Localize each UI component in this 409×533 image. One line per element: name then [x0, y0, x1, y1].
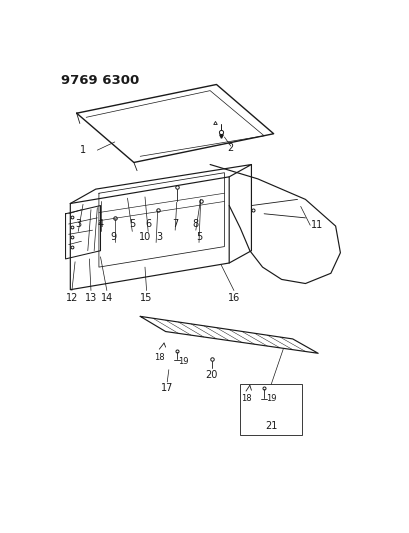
Text: 3: 3: [156, 232, 162, 241]
Text: 13: 13: [85, 293, 97, 303]
Text: 5: 5: [196, 232, 202, 241]
Text: 5: 5: [129, 220, 135, 229]
Text: 17: 17: [161, 383, 173, 393]
Text: 1: 1: [80, 145, 86, 155]
Text: 10: 10: [139, 232, 151, 241]
Text: 18: 18: [241, 394, 252, 403]
Text: 19: 19: [178, 358, 189, 366]
Text: 4: 4: [97, 220, 103, 229]
Text: 7: 7: [172, 220, 178, 229]
Text: 2: 2: [227, 143, 233, 153]
Text: 19: 19: [265, 394, 276, 403]
Text: 3: 3: [75, 220, 81, 229]
Text: 15: 15: [140, 293, 153, 303]
Text: 20: 20: [205, 370, 217, 379]
Text: 9769 6300: 9769 6300: [61, 74, 139, 87]
Text: 9: 9: [110, 232, 116, 241]
Text: 12: 12: [65, 293, 78, 303]
Text: 6: 6: [145, 220, 151, 229]
Text: 8: 8: [192, 220, 198, 229]
Text: 16: 16: [227, 293, 240, 303]
Bar: [240, 384, 301, 435]
Text: 11: 11: [310, 220, 323, 230]
Text: 18: 18: [154, 353, 164, 362]
Text: 21: 21: [265, 421, 277, 431]
Text: 14: 14: [101, 293, 113, 303]
